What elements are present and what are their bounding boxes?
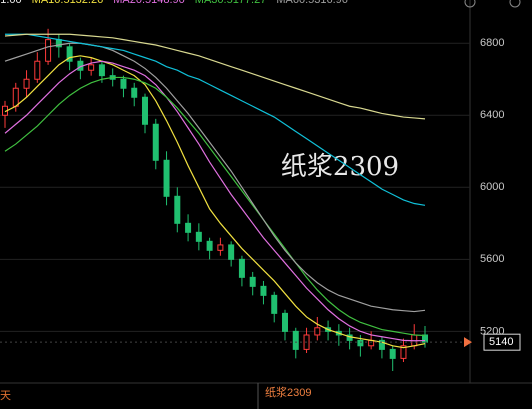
y-tick-label: 6400	[480, 109, 504, 121]
footer-symbol: 纸浆2309	[265, 385, 311, 399]
candle-body	[282, 312, 288, 332]
candle-body	[400, 345, 407, 359]
ma-line	[4, 33, 426, 120]
candle-body	[45, 39, 52, 62]
footer-period: 天	[0, 390, 11, 402]
legend-item: MA30:5177.27	[195, 0, 267, 6]
ma-line	[4, 60, 426, 342]
legend-item: MA20:5148.90	[113, 0, 185, 6]
last-price-label: 5140	[489, 336, 513, 348]
y-tick-label: 6800	[480, 37, 504, 49]
ma-line	[4, 76, 426, 337]
candle-body	[292, 330, 299, 350]
candle-body	[271, 294, 278, 314]
last-price-arrow	[464, 337, 472, 348]
legend-item: 161.00	[0, 0, 22, 6]
candle-body	[228, 244, 235, 260]
candle-body	[152, 123, 159, 161]
candle-body	[249, 276, 256, 287]
candle-body	[314, 327, 321, 336]
candle-body	[357, 339, 364, 347]
candle-body	[12, 87, 19, 107]
candle-body	[185, 222, 192, 233]
watermark: 纸浆2309	[281, 152, 399, 182]
legend-item: MA10:5132.26	[32, 0, 104, 6]
candle-body	[88, 64, 95, 71]
y-tick-label: 5600	[480, 253, 504, 265]
candle-body	[163, 159, 170, 197]
settings-icon[interactable]	[509, 0, 521, 8]
candle-body	[23, 78, 30, 89]
candle-body	[217, 244, 224, 251]
last-price-box	[483, 333, 521, 351]
candle-body	[131, 87, 138, 98]
ma-line	[5, 33, 426, 206]
candle-body	[98, 64, 105, 77]
candle-body	[34, 60, 41, 80]
candle-body	[174, 195, 181, 224]
candle-body	[206, 240, 213, 251]
ma-line	[4, 55, 426, 349]
legend-item: MA60:5316.96	[276, 0, 348, 6]
ma-line	[4, 42, 426, 313]
candle-body	[120, 78, 127, 89]
y-tick-label: 6000	[480, 181, 504, 193]
search-icon[interactable]	[464, 0, 476, 8]
candle-body	[260, 285, 267, 296]
candle-body	[389, 348, 396, 359]
candle-body	[66, 46, 73, 62]
candle-body	[238, 258, 245, 278]
candle-body	[142, 96, 148, 125]
candle-body	[378, 339, 385, 350]
candle-body	[195, 231, 202, 242]
